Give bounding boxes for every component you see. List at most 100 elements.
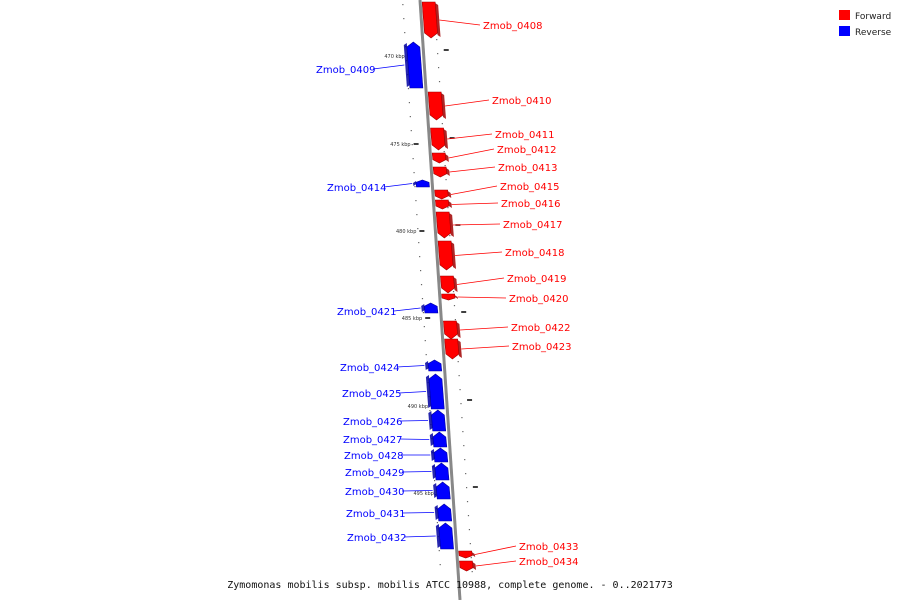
gene-connector: [383, 183, 413, 188]
guide-dot: [417, 228, 419, 230]
gene-arrow: [440, 275, 455, 294]
gene-arrow: [435, 481, 451, 500]
gene-label[interactable]: Zmob_0419: [507, 274, 567, 285]
gene-arrow-side: [431, 464, 436, 479]
gene-label[interactable]: Zmob_0420: [509, 294, 569, 305]
gene-arrow-side: [425, 361, 429, 370]
guide-dot: [412, 158, 414, 160]
gene-connector: [439, 19, 481, 26]
guide-dot: [454, 319, 456, 321]
gene-label[interactable]: Zmob_0418: [505, 248, 565, 259]
gene-connector: [401, 471, 432, 473]
gene-label[interactable]: Zmob_0416: [501, 199, 561, 210]
gene-zmob-0428: Zmob_0428: [344, 447, 449, 463]
gene-zmob-0417: Zmob_0417: [435, 211, 563, 239]
gene-arrow: [438, 522, 454, 550]
guide-dot: [437, 53, 439, 55]
guide-dot: [460, 403, 462, 405]
guide-dot: [410, 130, 412, 132]
gene-arrow-side: [456, 322, 461, 338]
gene-arrow-side: [413, 181, 417, 186]
gene-connector: [451, 202, 499, 205]
gene-arrow: [428, 373, 445, 410]
guide-dot: [438, 550, 440, 552]
gene-arrow-side: [445, 154, 449, 162]
guide-dot: [462, 431, 464, 433]
gene-label[interactable]: Zmob_0429: [345, 468, 405, 479]
gene-label[interactable]: Zmob_0411: [495, 130, 555, 141]
guide-dot: [449, 235, 451, 237]
gene-arrow: [415, 179, 430, 188]
gene-zmob-0432: Zmob_0432: [347, 522, 454, 550]
gene-zmob-0430: Zmob_0430: [345, 481, 451, 500]
scale-tick-label: 480 kbp: [396, 229, 416, 235]
guide-dot: [441, 123, 443, 125]
gene-zmob-0415: Zmob_0415: [434, 182, 560, 200]
gene-connector: [449, 166, 496, 173]
guide-dot: [407, 88, 410, 90]
guide-dot: [416, 214, 418, 216]
gene-label[interactable]: Zmob_0408: [483, 21, 543, 32]
gene-label[interactable]: Zmob_0434: [519, 557, 579, 568]
gene-label[interactable]: Zmob_0425: [342, 389, 402, 400]
gene-label[interactable]: Zmob_0427: [343, 435, 403, 446]
gene-label[interactable]: Zmob_0423: [512, 342, 572, 353]
gene-connector: [399, 420, 429, 422]
gene-arrow-side: [441, 93, 446, 119]
gene-label[interactable]: Zmob_0410: [492, 96, 552, 107]
gene-connector: [452, 223, 501, 226]
gene-arrow: [431, 409, 447, 432]
guide-dot: [436, 522, 438, 524]
gene-arrow: [433, 447, 449, 463]
gene-arrow: [435, 199, 450, 210]
gene-arrow-side: [421, 304, 425, 312]
guide-dot: [425, 354, 427, 356]
gene-arrow-side: [435, 524, 441, 548]
gene-label[interactable]: Zmob_0415: [500, 182, 560, 193]
gene-arrow-side: [457, 340, 462, 358]
gene-label[interactable]: Zmob_0414: [327, 183, 387, 194]
gene-label[interactable]: Zmob_0412: [497, 145, 557, 156]
gene-arrow-side: [403, 43, 410, 87]
gene-connector: [447, 133, 493, 140]
gene-label[interactable]: Zmob_0432: [347, 533, 407, 544]
guide-dot: [459, 389, 461, 391]
gene-label[interactable]: Zmob_0413: [498, 163, 558, 174]
gene-label[interactable]: Zmob_0422: [511, 323, 571, 334]
guide-dot: [453, 305, 456, 307]
gene-label[interactable]: Zmob_0417: [503, 220, 563, 231]
guide-dot: [469, 543, 471, 545]
gene-zmob-0434: Zmob_0434: [459, 557, 579, 572]
gene-connector: [403, 535, 436, 538]
guide-dot: [403, 18, 405, 20]
guide-dot: [438, 81, 441, 83]
gene-features: Zmob_0408 Zmob_0409 Zmob_0410 Zmob_0411 Zmob…: [316, 1, 579, 572]
gene-label[interactable]: Zmob_0431: [346, 509, 406, 520]
gene-zmob-0425: Zmob_0425: [342, 373, 445, 410]
gene-label[interactable]: Zmob_0428: [344, 451, 404, 462]
gene-connector: [475, 560, 517, 567]
gene-zmob-0410: Zmob_0410: [427, 91, 552, 121]
gene-zmob-0412: Zmob_0412: [431, 145, 557, 164]
gene-label[interactable]: Zmob_0421: [337, 307, 397, 318]
gene-label[interactable]: Zmob_0430: [345, 487, 405, 498]
guide-dot: [402, 4, 404, 6]
gene-zmob-0433: Zmob_0433: [458, 542, 579, 559]
gene-arrow: [434, 189, 449, 200]
gene-label[interactable]: Zmob_0426: [343, 417, 403, 428]
gene-arrow: [437, 503, 453, 522]
legend-forward-label: Forward: [855, 12, 891, 22]
gene-connector: [450, 185, 498, 195]
gene-label[interactable]: Zmob_0424: [340, 363, 400, 374]
gene-connector: [456, 277, 505, 285]
gene-arrow: [427, 91, 444, 121]
scale-tick-label: 485 kbp: [402, 316, 422, 322]
legend-forward-swatch: [839, 10, 850, 20]
scale-tick-label: 475 kbp: [390, 142, 410, 148]
guide-dot: [429, 410, 431, 412]
gene-label[interactable]: Zmob_0409: [316, 65, 376, 76]
guide-dot: [422, 312, 424, 314]
guide-dot: [447, 207, 449, 209]
guide-dot: [452, 291, 455, 293]
gene-label[interactable]: Zmob_0433: [519, 542, 579, 553]
